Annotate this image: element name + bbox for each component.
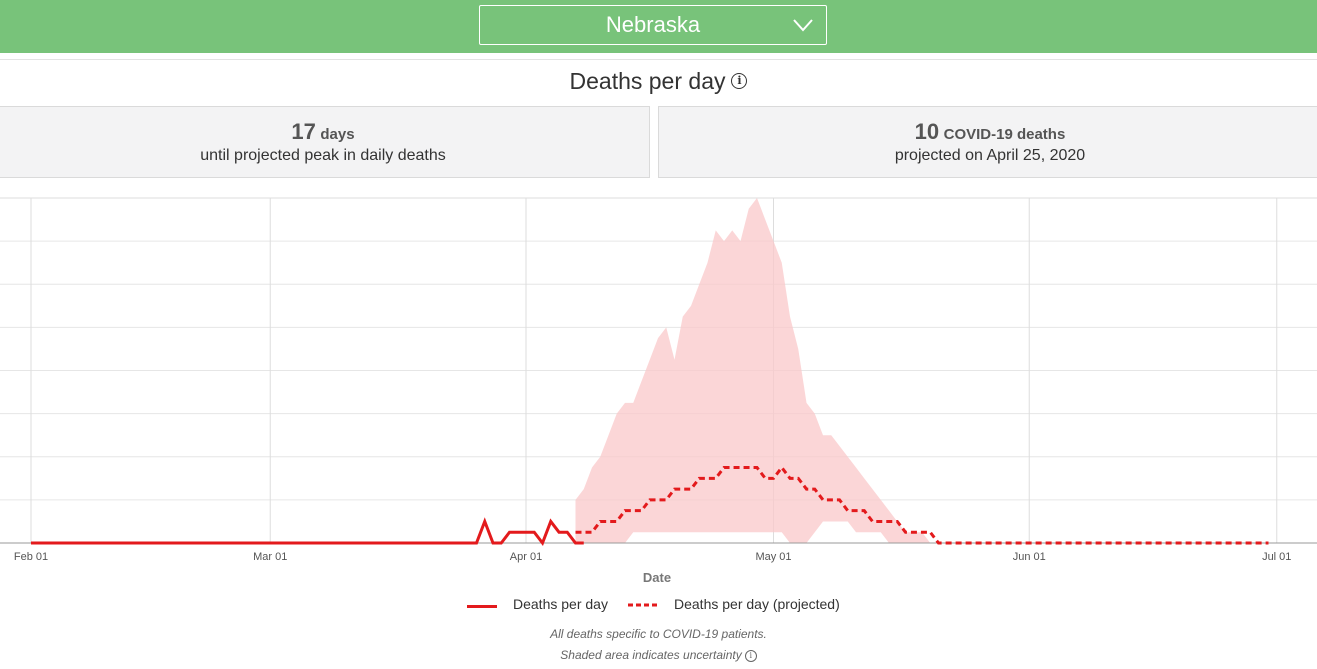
info-icon[interactable]: i [731,72,748,89]
chevron-down-icon [793,19,813,32]
x-tick-label: Mar 01 [253,551,287,563]
legend-actual-label: Deaths per day [513,596,608,612]
uncertainty-band [575,198,1038,543]
x-tick-label: Feb 01 [14,551,48,563]
deaths-chart: Feb 01 Mar 01 Apr 01 May 01 Jun 01 Jul 01 Date [0,197,1317,585]
series-line-actual [31,517,584,547]
header-bar: Nebraska [0,0,1317,53]
chart-title: Deaths per day [569,68,726,94]
peak-deaths-unit: COVID-19 deaths [943,126,1066,143]
x-axis-label: Date [643,570,671,585]
x-tick-label: Jun 01 [1013,551,1046,563]
peak-deaths-number: 10 [914,119,940,144]
note-line-2-row: Shaded area indicates uncertainty i [0,648,1317,662]
peak-days-unit: days [320,126,355,143]
state-dropdown[interactable]: Nebraska [479,5,827,45]
peak-days-number: 17 [291,119,316,144]
note-line-1: All deaths specific to COVID-19 patients… [550,627,767,641]
divider [0,59,1317,60]
legend-projected-swatch [628,603,658,607]
legend-projected-label: Deaths per day (projected) [674,596,840,612]
x-tick-label: May 01 [755,551,791,563]
state-dropdown-value: Nebraska [605,12,701,37]
x-tick-label: Apr 01 [510,551,542,563]
peak-deaths-text: projected on April 25, 2020 [894,147,1086,164]
chart-legend: Deaths per day Deaths per day (projected… [0,596,1317,616]
peak-deaths-card: 10 COVID-19 deaths projected on April 25… [658,106,1317,178]
x-tick-label: Jul 01 [1262,551,1291,563]
peak-days-text: until projected peak in daily deaths [200,147,446,164]
series-line-projected [575,465,1269,545]
legend-actual-swatch [467,605,497,608]
chart-title-row: Deaths per day i [0,68,1317,95]
note-line-2: Shaded area indicates uncertainty [560,648,742,662]
peak-days-card: 17 days until projected peak in daily de… [0,106,650,178]
uncertainty-info-icon[interactable]: i [744,649,757,662]
